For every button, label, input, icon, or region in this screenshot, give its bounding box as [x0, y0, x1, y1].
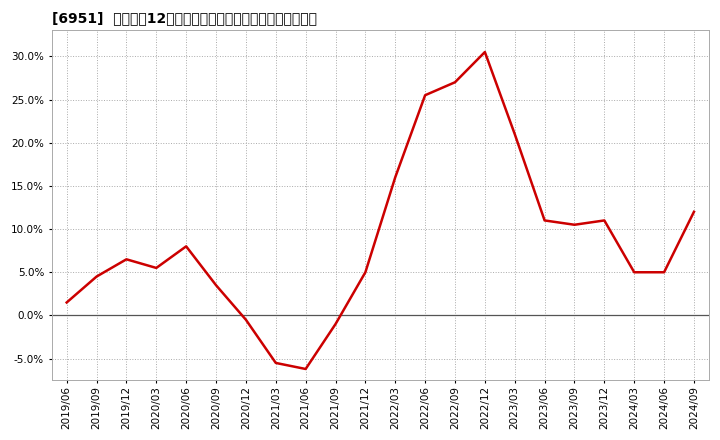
Text: [6951]  売上高の12か月移動合計の対前年同期増減率の推移: [6951] 売上高の12か月移動合計の対前年同期増減率の推移	[52, 11, 317, 25]
